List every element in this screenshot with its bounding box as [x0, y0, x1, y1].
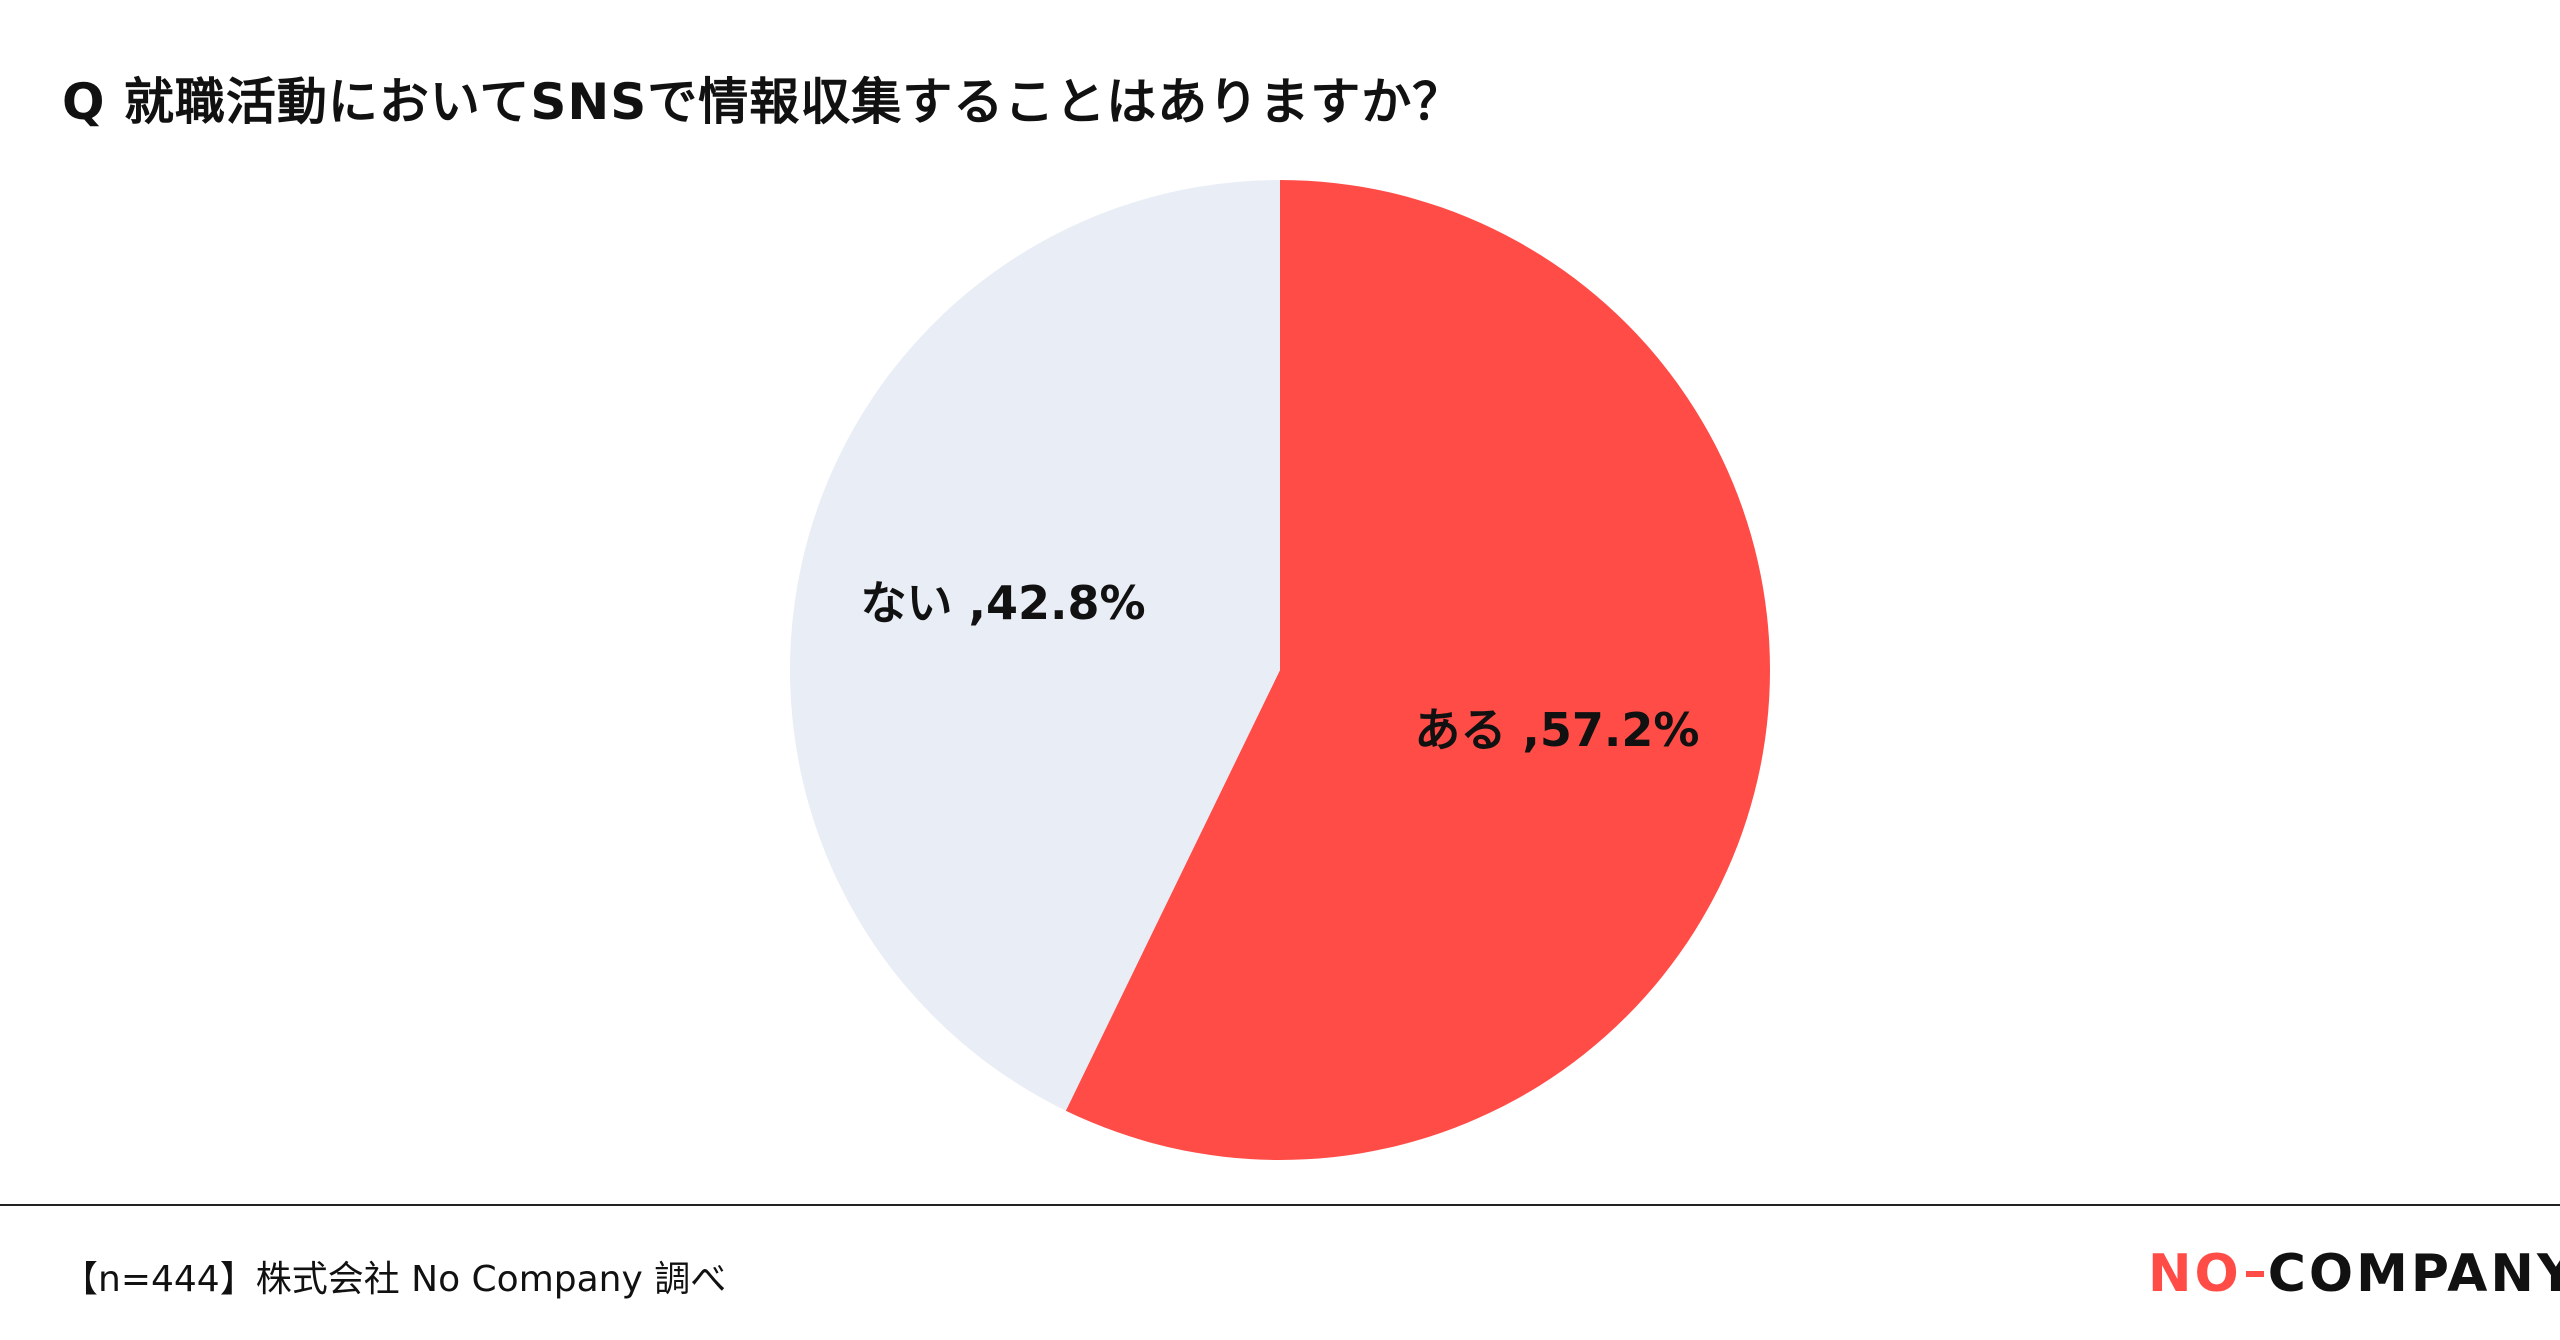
label-no: ない ,42.8% [861, 576, 1146, 630]
source-note: 【n=444】株式会社 No Company 調べ [62, 1259, 727, 1300]
chart-title: Q 就職活動においてSNSで情報収集することはありますか？ [62, 73, 1464, 131]
logo-part-company: COMPANY [2267, 1244, 2560, 1304]
pie-labels: ある ,57.2% ない ,42.8% [861, 576, 1700, 757]
pie-chart: ある ,57.2% ない ,42.8% [789, 180, 1770, 1160]
slice-yes [1065, 180, 1770, 1160]
slice-no [789, 180, 1280, 1111]
label-yes: ある ,57.2% [1414, 703, 1699, 757]
pie-slices [789, 180, 1770, 1160]
company-logo: NO COMPANY [2148, 1244, 2560, 1304]
footer-divider [0, 1204, 2560, 1206]
logo-dash [2245, 1271, 2264, 1277]
logo-part-no: NO [2148, 1244, 2242, 1304]
